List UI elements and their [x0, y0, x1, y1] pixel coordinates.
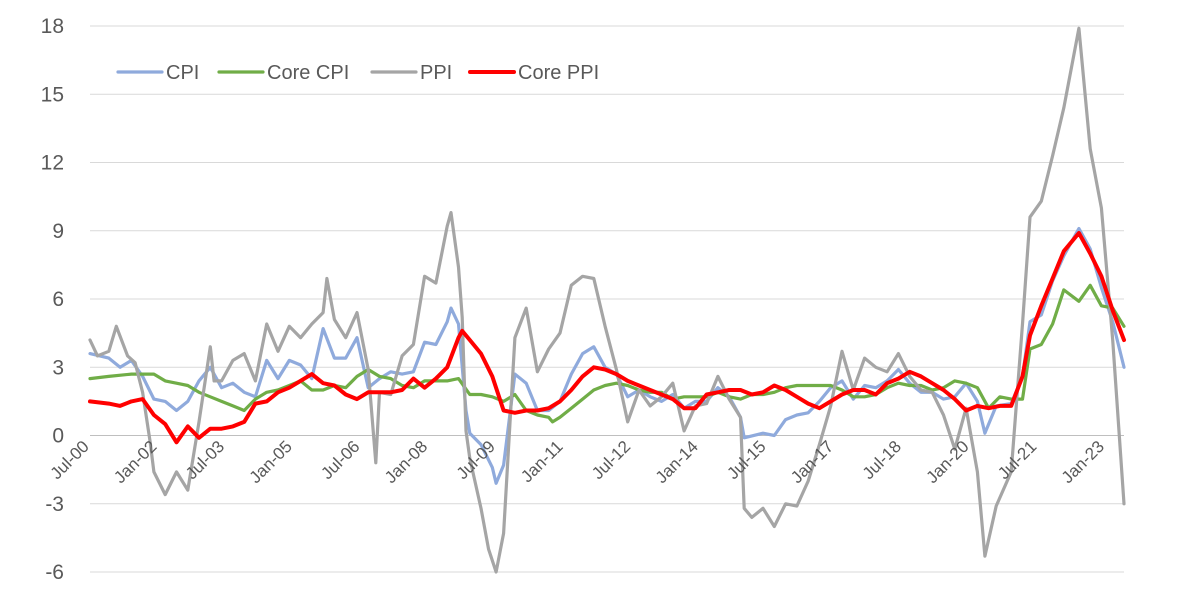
series-line-ppi	[88, 26, 1126, 574]
y-tick-label: -6	[45, 561, 64, 584]
x-tick-label: Jul-21	[994, 437, 1040, 483]
x-tick-label: Jul-12	[588, 437, 634, 483]
y-tick-label: 18	[41, 15, 64, 38]
x-tick-label: Jul-15	[723, 437, 769, 483]
y-tick-label: 15	[41, 83, 64, 106]
x-tick-label: Jan-17	[787, 437, 837, 487]
x-tick-label: Jul-06	[317, 437, 363, 483]
legend-label: Core CPI	[267, 62, 349, 84]
y-tick-label: 3	[52, 356, 64, 379]
series-line-cpi	[88, 226, 1126, 485]
y-tick-label: 12	[41, 152, 64, 175]
x-tick-label: Jan-23	[1058, 437, 1108, 487]
legend-label: CPI	[166, 62, 199, 84]
x-tick-label: Jul-18	[859, 437, 905, 483]
y-tick-label: 6	[52, 288, 64, 311]
x-tick-label: Jan-14	[652, 437, 702, 487]
y-axis-tick-labels: -6 -3 0 3 6 9 12 15 18	[41, 15, 64, 584]
x-axis-tick-labels: Jul-00 Jan-02 Jul-03 Jan-05 Jul-06 Jan-08 Jul-…	[47, 437, 1108, 487]
x-tick-label: Jan-08	[381, 437, 431, 487]
x-tick-label: Jan-20	[922, 437, 972, 487]
x-tick-label: Jul-09	[453, 437, 499, 483]
chart-legend: CPI Core CPI PPI Core PPI	[116, 62, 599, 84]
x-tick-label: Jul-03	[182, 437, 228, 483]
y-tick-label: 0	[52, 425, 64, 448]
x-tick-label: Jan-11	[517, 437, 566, 486]
series-lines	[88, 26, 1126, 574]
legend-label: Core PPI	[518, 62, 599, 84]
gridlines	[90, 25, 1124, 573]
legend-label: PPI	[420, 62, 452, 84]
x-tick-label: Jan-05	[246, 437, 296, 487]
series-line-core-ppi	[88, 231, 1126, 445]
y-tick-label: -3	[45, 493, 64, 516]
y-tick-label: 9	[52, 220, 64, 243]
